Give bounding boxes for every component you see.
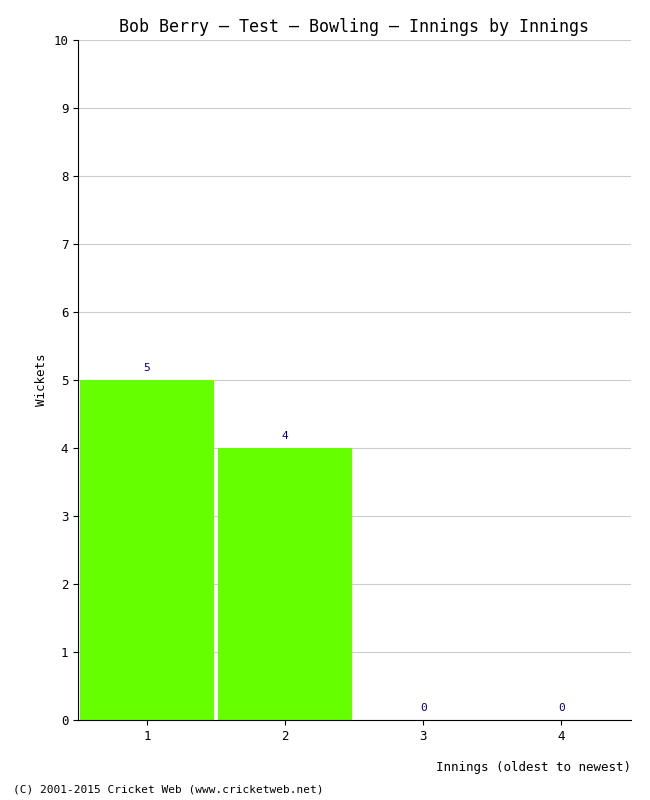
Bar [218, 448, 352, 720]
Text: 0: 0 [420, 703, 426, 714]
Text: 4: 4 [282, 431, 289, 442]
Bar [80, 380, 214, 720]
Y-axis label: Wickets: Wickets [34, 354, 47, 406]
Text: (C) 2001-2015 Cricket Web (www.cricketweb.net): (C) 2001-2015 Cricket Web (www.cricketwe… [13, 784, 324, 794]
Text: 0: 0 [558, 703, 565, 714]
Title: Bob Berry – Test – Bowling – Innings by Innings: Bob Berry – Test – Bowling – Innings by … [119, 18, 590, 36]
X-axis label: Innings (oldest to newest): Innings (oldest to newest) [436, 761, 630, 774]
Text: 5: 5 [144, 363, 150, 373]
